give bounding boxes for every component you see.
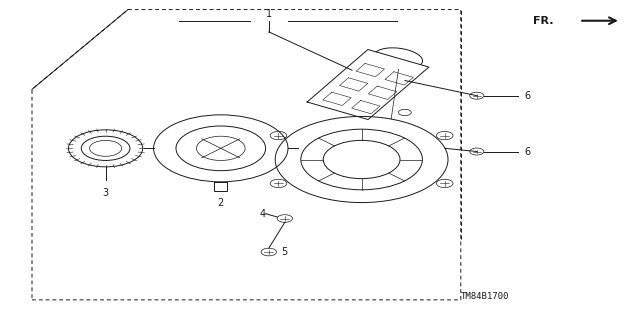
Text: 6: 6 [525,91,531,101]
Text: FR.: FR. [533,16,554,26]
Text: 3: 3 [102,188,109,198]
Text: 4: 4 [259,209,266,219]
Text: 1: 1 [266,9,272,19]
Text: TM84B1700: TM84B1700 [461,293,509,301]
Text: 6: 6 [525,146,531,157]
Text: 5: 5 [282,247,288,257]
Text: 2: 2 [218,198,224,208]
